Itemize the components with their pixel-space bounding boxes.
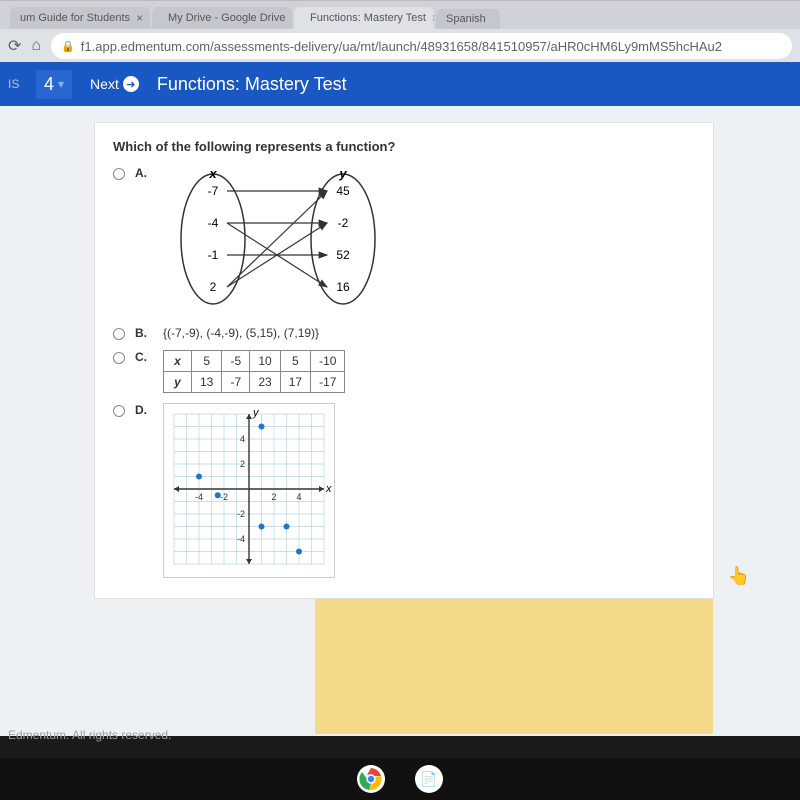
tab-label: Spanish — [446, 13, 486, 25]
question-card: Which of the following represents a func… — [94, 122, 714, 599]
option-content: -4 -2 2 4 4 2 -2 -4 x y — [163, 403, 335, 578]
option-content: {(-7,-9), (-4,-9), (5,15), (7,19)} — [163, 326, 319, 340]
svg-text:4: 4 — [240, 434, 245, 444]
svg-text:-2: -2 — [338, 216, 349, 230]
svg-text:45: 45 — [336, 184, 350, 198]
scatter-graph: -4 -2 2 4 4 2 -2 -4 x y — [163, 403, 335, 578]
close-icon[interactable]: × — [136, 11, 143, 25]
next-button[interactable]: Next ➜ — [90, 76, 139, 92]
svg-text:-2: -2 — [220, 492, 228, 502]
tab-label: My Drive - Google Drive — [168, 12, 285, 24]
svg-text:-4: -4 — [195, 492, 203, 502]
url-bar[interactable]: 🔒 f1.app.edmentum.com/assessments-delive… — [51, 33, 792, 59]
radio-button[interactable] — [113, 168, 125, 180]
next-label: Next — [90, 76, 119, 92]
svg-text:2: 2 — [240, 459, 245, 469]
question-prompt: Which of the following represents a func… — [113, 139, 695, 154]
svg-text:-4: -4 — [208, 216, 219, 230]
svg-text:x: x — [208, 166, 217, 181]
svg-text:-1: -1 — [208, 248, 219, 262]
chevron-down-icon: ▾ — [58, 77, 64, 91]
close-icon[interactable]: × — [432, 11, 434, 25]
option-label: A. — [135, 166, 153, 180]
xy-table: x5-5105-10y13-72317-17 — [163, 350, 345, 393]
svg-text:-4: -4 — [237, 534, 245, 544]
svg-text:52: 52 — [336, 248, 350, 262]
tab-label: um Guide for Students — [20, 12, 130, 24]
docs-app-icon[interactable]: 📄 — [415, 765, 443, 793]
url-text: f1.app.edmentum.com/assessments-delivery… — [81, 39, 722, 54]
svg-text:-7: -7 — [208, 184, 219, 198]
option-label: B. — [135, 326, 153, 340]
page-title: Functions: Mastery Test — [157, 74, 347, 95]
footer-text: Edmentum. All rights reserved. — [8, 728, 171, 742]
option-label: C. — [135, 350, 153, 364]
url-row: ⟳ ⌂ 🔒 f1.app.edmentum.com/assessments-de… — [0, 29, 800, 63]
browser-tab[interactable]: um Guide for Students × — [10, 7, 150, 29]
radio-button[interactable] — [113, 328, 125, 340]
svg-text:2: 2 — [271, 492, 276, 502]
svg-text:y: y — [252, 407, 260, 419]
tab-strip: um Guide for Students × My Drive - Googl… — [0, 1, 800, 29]
option-b[interactable]: B. {(-7,-9), (-4,-9), (5,15), (7,19)} — [113, 326, 695, 340]
lock-icon: 🔒 — [61, 40, 75, 53]
browser-chrome: um Guide for Students × My Drive - Googl… — [0, 0, 800, 62]
tools-count: 4 — [44, 74, 54, 95]
svg-text:16: 16 — [336, 280, 350, 294]
arrow-right-icon: ➜ — [123, 76, 139, 92]
reload-icon[interactable]: ⟳ — [8, 36, 21, 56]
browser-tab[interactable]: My Drive - Google Drive × — [152, 7, 292, 29]
option-d[interactable]: D. -4 -2 2 4 4 2 -2 -4 x y — [113, 403, 695, 578]
tab-label: Functions: Mastery Test — [310, 12, 426, 24]
option-c[interactable]: C. x5-5105-10y13-72317-17 — [113, 350, 695, 393]
option-content: x5-5105-10y13-72317-17 — [163, 350, 345, 393]
tools-dropdown[interactable]: 4 ▾ — [36, 70, 72, 99]
radio-button[interactable] — [113, 352, 125, 364]
browser-tab[interactable]: Spanish — [436, 9, 500, 29]
svg-text:4: 4 — [296, 492, 301, 502]
radio-button[interactable] — [113, 405, 125, 417]
app-header: IS 4 ▾ Next ➜ Functions: Mastery Test — [0, 62, 800, 106]
mapping-diagram: x y -7 -4 -1 2 45 -2 52 16 — [163, 166, 393, 316]
svg-text:-2: -2 — [237, 509, 245, 519]
browser-tab[interactable]: Functions: Mastery Test × — [294, 7, 434, 29]
option-content: x y -7 -4 -1 2 45 -2 52 16 — [163, 166, 393, 316]
cursor-icon: 👆 — [728, 566, 750, 587]
home-icon[interactable]: ⌂ — [31, 37, 41, 55]
option-a[interactable]: A. x y -7 -4 -1 2 45 -2 52 16 — [113, 166, 695, 316]
chrome-app-icon[interactable] — [357, 765, 385, 793]
option-label: D. — [135, 403, 153, 417]
svg-text:x: x — [325, 483, 332, 495]
svg-text:2: 2 — [210, 280, 217, 294]
tools-label: IS — [8, 77, 18, 91]
taskbar: 📄 — [0, 758, 800, 800]
svg-text:y: y — [338, 166, 347, 181]
close-icon[interactable]: × — [291, 11, 292, 25]
content-area: 👆 Which of the following represents a fu… — [0, 106, 800, 736]
